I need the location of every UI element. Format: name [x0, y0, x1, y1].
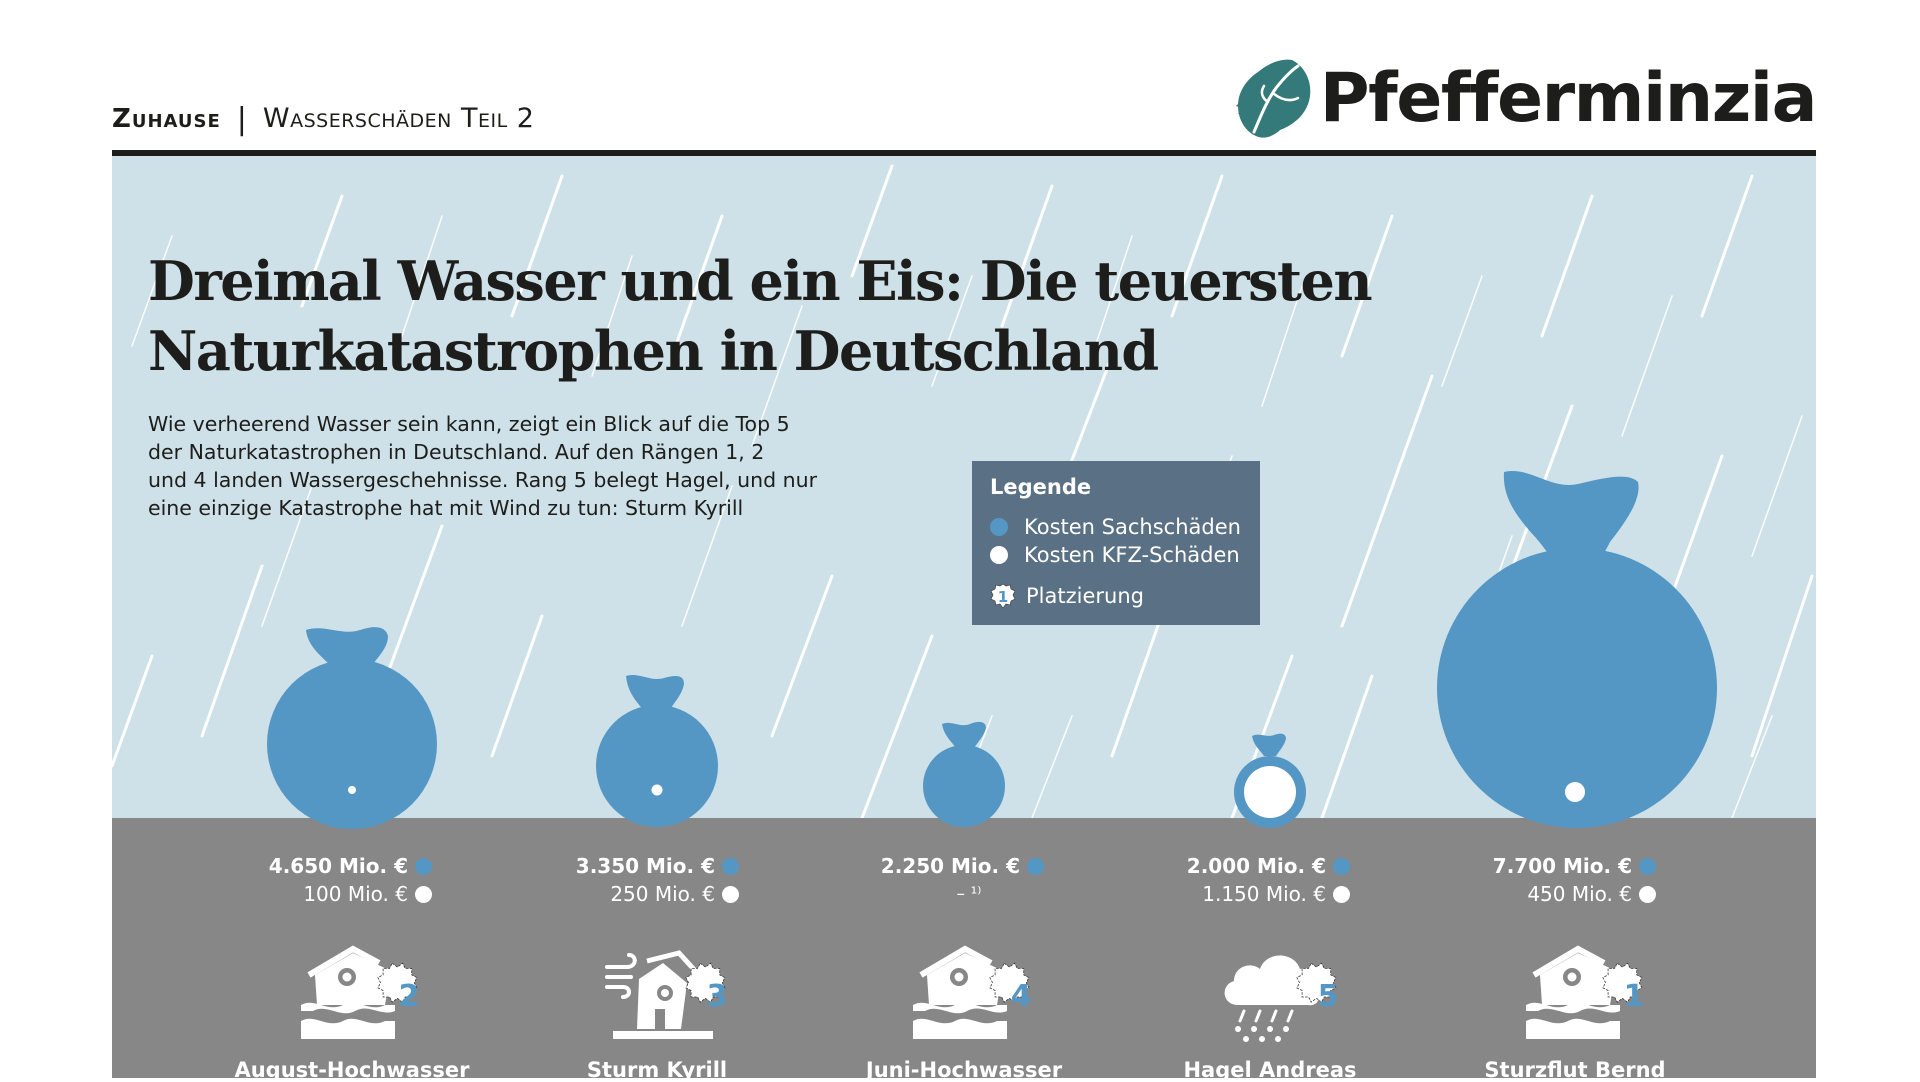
svg-text:5: 5: [1318, 979, 1339, 1014]
money-bag-sturm-kyrill: [596, 675, 718, 827]
values-hagel-andreas: 2.000 Mio. € 1.150 Mio. €: [1140, 852, 1350, 908]
property-damage-value: 3.350 Mio. €: [575, 854, 715, 878]
values-sturzflut-bernd: 7.700 Mio. € 450 Mio. €: [1446, 852, 1656, 908]
money-bag-hagel-andreas: [1234, 733, 1306, 828]
header-separator: |: [236, 102, 247, 137]
intro-line: der Naturkatastrophen in Deutschland. Au…: [148, 440, 765, 464]
money-bag-sturzflut-bernd: [1437, 471, 1717, 828]
intro-text: Wie verheerend Wasser sein kann, zeigt e…: [148, 410, 868, 522]
white-dot-icon: [1333, 885, 1350, 903]
property-damage-value: 7.700 Mio. €: [1492, 854, 1632, 878]
vehicle-damage-value: 100 Mio. €: [303, 882, 408, 906]
svg-text:1: 1: [1624, 979, 1645, 1014]
values-sturm-kyrill: 3.350 Mio. € 250 Mio. €: [529, 852, 739, 908]
blue-dot-icon: [1333, 857, 1350, 875]
intro-line: Wie verheerend Wasser sein kann, zeigt e…: [148, 412, 790, 436]
flood-house-icon: 1: [1526, 945, 1645, 1039]
blue-dot-icon: [1027, 857, 1044, 875]
event-label: Sturm Kyrill: [586, 1058, 728, 1082]
title-line-1: Dreimal Wasser und ein Eis: Die teuerste…: [148, 249, 1373, 313]
svg-text:1: 1: [998, 588, 1008, 606]
header: Zuhause | Wasserschäden Teil 2: [112, 100, 534, 140]
legend-item-rank: 1 Platzierung: [990, 583, 1144, 609]
vehicle-damage-value: 450 Mio. €: [1527, 882, 1632, 906]
property-damage-value: 2.000 Mio. €: [1186, 854, 1326, 878]
legend-box: Legende Kosten Sachschäden Kosten KFZ-Sc…: [972, 461, 1260, 625]
flood-house-icon: 2: [301, 945, 420, 1039]
section-label: Zuhause: [112, 104, 221, 134]
hail-cloud-icon: 5: [1224, 955, 1339, 1042]
blue-dot-icon: [722, 857, 739, 875]
legend-item-vehicle: Kosten KFZ-Schäden: [990, 543, 1240, 567]
title-line-2: Naturkatastrophen in Deutschland: [148, 319, 1159, 383]
header-rule: [112, 150, 1816, 156]
white-dot-icon: [1639, 885, 1656, 903]
page-title: Dreimal Wasser und ein Eis: Die teuerste…: [148, 246, 1448, 386]
event-label: Sturzflut Bernd: [1484, 1058, 1666, 1082]
legend-label: Kosten KFZ-Schäden: [1024, 543, 1240, 567]
brand-logo: Pfefferminzia: [1234, 58, 1818, 140]
flood-house-icon: 4: [913, 945, 1032, 1039]
event-label: Hagel Andreas: [1183, 1058, 1357, 1082]
property-damage-value: 2.250 Mio. €: [880, 854, 1020, 878]
event-label: August-Hochwasser: [234, 1058, 470, 1082]
event-label: Juni-Hochwasser: [865, 1058, 1063, 1082]
legend-label: Kosten Sachschäden: [1024, 515, 1241, 539]
legend-title: Legende: [990, 475, 1092, 499]
svg-text:2: 2: [399, 979, 420, 1014]
property-damage-value: 4.650 Mio. €: [268, 854, 408, 878]
vehicle-damage-value: 1.150 Mio. €: [1202, 882, 1326, 906]
money-bag-august-hochwasser: [267, 627, 437, 829]
storm-house-icon: 3: [605, 950, 728, 1039]
values-juni-hochwasser: 2.250 Mio. € – ¹⁾: [834, 852, 1044, 908]
mint-leaf-icon: [1235, 59, 1311, 138]
vehicle-damage-value: – ¹⁾: [956, 884, 982, 904]
white-dot-icon: [415, 885, 432, 903]
brand-name: Pfefferminzia: [1319, 59, 1818, 138]
white-dot-icon: [990, 546, 1008, 564]
subsection-label: Wasserschäden Teil 2: [262, 103, 535, 134]
money-bag-juni-hochwasser: [923, 721, 1005, 827]
vehicle-damage-value: 250 Mio. €: [610, 882, 715, 906]
svg-text:4: 4: [1011, 979, 1032, 1014]
legend-label: Platzierung: [1026, 584, 1144, 608]
blue-dot-icon: [1639, 857, 1656, 875]
blue-dot-icon: [990, 518, 1008, 536]
intro-line: eine einzige Katastrophe hat mit Wind zu…: [148, 496, 744, 520]
white-dot-icon: [722, 885, 739, 903]
svg-text:3: 3: [707, 979, 728, 1014]
legend-item-property: Kosten Sachschäden: [990, 515, 1241, 539]
values-august-hochwasser: 4.650 Mio. € 100 Mio. €: [222, 852, 432, 908]
blue-dot-icon: [415, 857, 432, 875]
intro-line: und 4 landen Wassergeschehnisse. Rang 5 …: [148, 468, 818, 492]
rank-badge-icon: 1: [990, 583, 1016, 609]
